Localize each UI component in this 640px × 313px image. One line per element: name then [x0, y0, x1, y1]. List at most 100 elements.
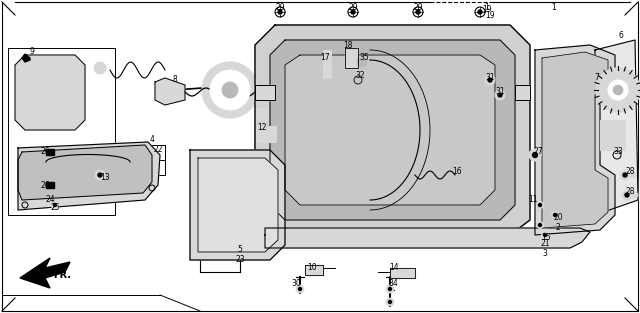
Polygon shape — [255, 25, 530, 235]
Circle shape — [538, 203, 541, 207]
Polygon shape — [305, 265, 323, 275]
Text: 17: 17 — [320, 54, 330, 63]
Circle shape — [386, 285, 394, 293]
Text: 33: 33 — [613, 147, 623, 156]
Text: 23: 23 — [235, 255, 245, 264]
Circle shape — [95, 170, 105, 180]
Polygon shape — [270, 40, 515, 220]
Circle shape — [202, 62, 258, 118]
Polygon shape — [595, 40, 638, 215]
Circle shape — [630, 172, 636, 178]
Text: 24: 24 — [45, 196, 55, 204]
Text: 1: 1 — [552, 3, 556, 13]
Circle shape — [536, 222, 543, 228]
Polygon shape — [190, 150, 285, 260]
Text: 31: 31 — [485, 73, 495, 81]
Text: 28: 28 — [625, 187, 635, 197]
Circle shape — [222, 82, 238, 98]
Circle shape — [416, 10, 420, 14]
Text: 27: 27 — [533, 147, 543, 156]
Text: 22: 22 — [153, 146, 163, 155]
Polygon shape — [390, 268, 415, 278]
Circle shape — [613, 85, 623, 95]
Circle shape — [632, 192, 638, 198]
Polygon shape — [15, 55, 85, 130]
Bar — [46, 182, 54, 188]
Circle shape — [478, 10, 482, 14]
Circle shape — [386, 298, 394, 306]
Text: 8: 8 — [173, 75, 177, 85]
Circle shape — [498, 93, 502, 97]
Text: 10: 10 — [307, 264, 317, 273]
Circle shape — [596, 68, 640, 112]
Polygon shape — [198, 158, 278, 252]
Circle shape — [351, 10, 355, 14]
Circle shape — [541, 232, 548, 239]
Circle shape — [54, 203, 56, 207]
Text: 9: 9 — [29, 48, 35, 57]
Text: 21: 21 — [540, 239, 550, 248]
Text: 1: 1 — [484, 3, 490, 13]
Circle shape — [485, 75, 495, 85]
Text: 26: 26 — [40, 181, 50, 189]
Text: 28: 28 — [625, 167, 635, 177]
Circle shape — [98, 173, 102, 177]
Circle shape — [388, 288, 392, 290]
Text: 19: 19 — [485, 11, 495, 19]
Circle shape — [210, 70, 250, 110]
Text: 29: 29 — [348, 3, 358, 13]
Bar — [323, 50, 331, 78]
Circle shape — [543, 233, 547, 237]
Text: 32: 32 — [355, 71, 365, 80]
Circle shape — [608, 80, 628, 100]
Polygon shape — [515, 85, 530, 100]
Circle shape — [298, 288, 301, 290]
Circle shape — [620, 170, 630, 180]
Polygon shape — [22, 54, 30, 62]
Polygon shape — [18, 145, 152, 200]
Text: 29: 29 — [275, 3, 285, 13]
Polygon shape — [255, 85, 275, 100]
Circle shape — [388, 300, 392, 304]
Text: 7: 7 — [595, 74, 600, 83]
Circle shape — [554, 213, 557, 217]
Bar — [410, 170, 460, 182]
Text: FR.: FR. — [53, 270, 71, 280]
Polygon shape — [542, 52, 608, 228]
Text: 29: 29 — [413, 3, 423, 13]
Circle shape — [552, 212, 559, 218]
Text: 31: 31 — [495, 88, 505, 96]
Polygon shape — [155, 78, 185, 105]
Text: 3: 3 — [543, 249, 547, 258]
Bar — [255, 108, 273, 120]
Text: 30: 30 — [291, 279, 301, 288]
Circle shape — [51, 201, 59, 209]
Polygon shape — [535, 45, 615, 235]
Bar — [256, 126, 276, 142]
Polygon shape — [345, 48, 358, 68]
Polygon shape — [20, 258, 70, 288]
Circle shape — [622, 190, 632, 200]
Text: 13: 13 — [100, 173, 110, 182]
Polygon shape — [18, 142, 160, 210]
Text: 5: 5 — [237, 245, 243, 254]
Circle shape — [538, 223, 541, 227]
Text: 6: 6 — [619, 30, 623, 39]
Circle shape — [625, 193, 629, 197]
Text: 35: 35 — [359, 54, 369, 63]
Polygon shape — [285, 55, 495, 205]
Text: 25: 25 — [50, 203, 60, 213]
Text: 26: 26 — [40, 147, 50, 156]
Polygon shape — [265, 228, 590, 248]
Text: 2: 2 — [556, 223, 561, 233]
Text: 34: 34 — [388, 279, 398, 288]
Text: 19: 19 — [482, 6, 492, 14]
Text: 18: 18 — [343, 42, 353, 50]
Text: 11: 11 — [528, 196, 538, 204]
Circle shape — [623, 173, 627, 177]
Circle shape — [495, 90, 505, 100]
Circle shape — [357, 57, 367, 67]
Text: 14: 14 — [389, 264, 399, 273]
Text: 12: 12 — [257, 124, 267, 132]
Circle shape — [536, 202, 543, 208]
